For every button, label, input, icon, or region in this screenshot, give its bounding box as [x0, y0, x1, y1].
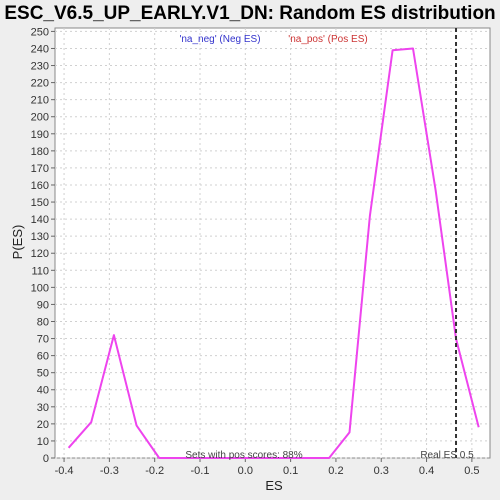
- y-tick-label: 170: [31, 163, 49, 175]
- y-tick-label: 20: [37, 419, 49, 431]
- chart-title: ESC_V6.5_UP_EARLY.V1_DN: Random ES distr…: [4, 3, 496, 24]
- x-tick-label: -0.4: [55, 465, 74, 477]
- real-es-label: Real ES 0.5: [420, 450, 474, 461]
- x-axis-label: ES: [265, 478, 283, 493]
- y-tick-label: 220: [31, 78, 49, 90]
- y-tick-label: 160: [31, 180, 49, 192]
- y-tick-label: 190: [31, 129, 49, 141]
- x-tick-label: -0.3: [100, 465, 119, 477]
- y-tick-label: 110: [31, 265, 49, 277]
- plot-background: [54, 27, 491, 459]
- x-tick-label: 0.5: [464, 465, 479, 477]
- y-tick-label: 80: [37, 316, 49, 328]
- es-distribution-line: [67, 47, 480, 459]
- y-tick-label: 50: [37, 368, 49, 380]
- y-tick-label: 250: [31, 26, 49, 38]
- series-layer: [67, 47, 480, 459]
- pos-scores-annotation: Sets with pos scores: 88%: [185, 450, 302, 461]
- y-tick-label: 210: [31, 95, 49, 107]
- y-tick-label: 180: [31, 146, 49, 158]
- y-tick-label: 0: [43, 453, 49, 465]
- y-axis-label: P(ES): [10, 225, 25, 260]
- y-tick-label: 130: [31, 231, 49, 243]
- y-axis: 0 10 20 30 40 50 60 70 80 90 100 110 120 130 140 150 160…: [31, 26, 55, 465]
- y-tick-label: 30: [37, 402, 49, 414]
- y-tick-label: 10: [37, 436, 49, 448]
- y-tick-label: 240: [31, 43, 49, 55]
- y-tick-label: 40: [37, 385, 49, 397]
- y-tick-label: 200: [31, 112, 49, 124]
- y-tick-label: 230: [31, 61, 49, 73]
- y-tick-label: 90: [37, 299, 49, 311]
- y-tick-label: 120: [31, 248, 49, 260]
- y-tick-label: 140: [31, 214, 49, 226]
- x-tick-label: -0.2: [145, 465, 164, 477]
- legend-neg-entry: 'na_neg' (Neg ES): [179, 34, 260, 45]
- x-axis: -0.4 -0.3 -0.2 -0.1 0.0 0.1 0.2 0.3 0.4 0.5: [55, 458, 480, 477]
- legend-pos-entry: 'na_pos' (Pos ES): [288, 34, 367, 45]
- x-tick-label: 0.4: [419, 465, 434, 477]
- y-tick-label: 70: [37, 334, 49, 346]
- x-tick-label: 0.0: [238, 465, 253, 477]
- grid: [55, 28, 490, 459]
- y-tick-label: 60: [37, 351, 49, 363]
- x-tick-label: 0.3: [374, 465, 389, 477]
- y-tick-label: 150: [31, 197, 49, 209]
- x-tick-label: 0.2: [328, 465, 343, 477]
- x-tick-label: -0.1: [191, 465, 210, 477]
- x-tick-label: 0.1: [283, 465, 298, 477]
- y-tick-label: 100: [31, 282, 49, 294]
